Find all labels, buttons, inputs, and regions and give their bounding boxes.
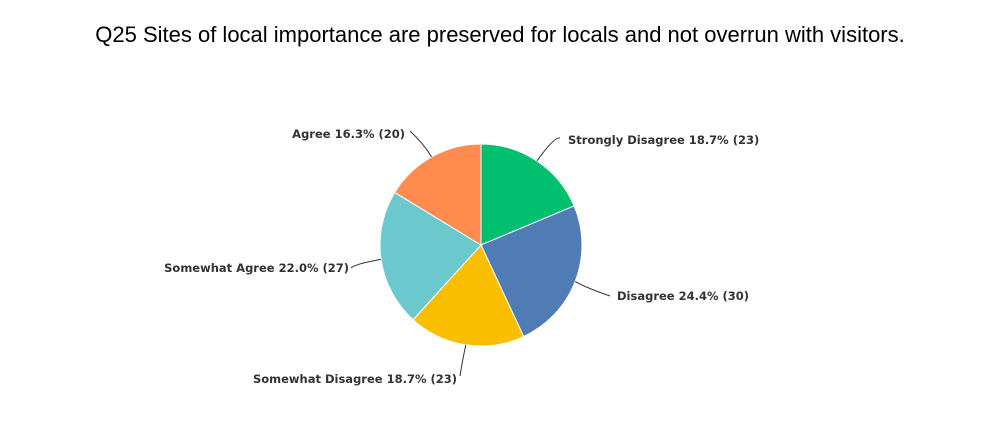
leader-line-agree <box>409 130 433 158</box>
leader-line-disagree <box>574 280 611 297</box>
slice-label-somewhat-agree: Somewhat Agree 22.0% (27) <box>164 261 349 275</box>
slice-agree <box>394 143 482 246</box>
slice-disagree <box>480 205 583 338</box>
slice-labels: Strongly Disagree 18.7% (23) Disagree 24.… <box>164 127 759 386</box>
leader-line-strongly-disagree <box>536 137 561 162</box>
slice-label-agree: Agree 16.3% (20) <box>292 127 405 141</box>
slice-label-disagree: Disagree 24.4% (30) <box>617 289 749 303</box>
pie-slices <box>379 143 583 347</box>
slice-somewhat-agree <box>379 191 482 321</box>
leader-line-somewhat-agree <box>350 258 382 269</box>
slice-somewhat-disagree <box>412 244 525 347</box>
slice-label-somewhat-disagree: Somewhat Disagree 18.7% (23) <box>253 372 457 386</box>
leader-line-somewhat-disagree <box>459 344 467 377</box>
slice-strongly-disagree <box>480 143 575 246</box>
chart-title: Q25 Sites of local importance are preser… <box>95 22 905 47</box>
slice-label-strongly-disagree: Strongly Disagree 18.7% (23) <box>568 133 759 147</box>
